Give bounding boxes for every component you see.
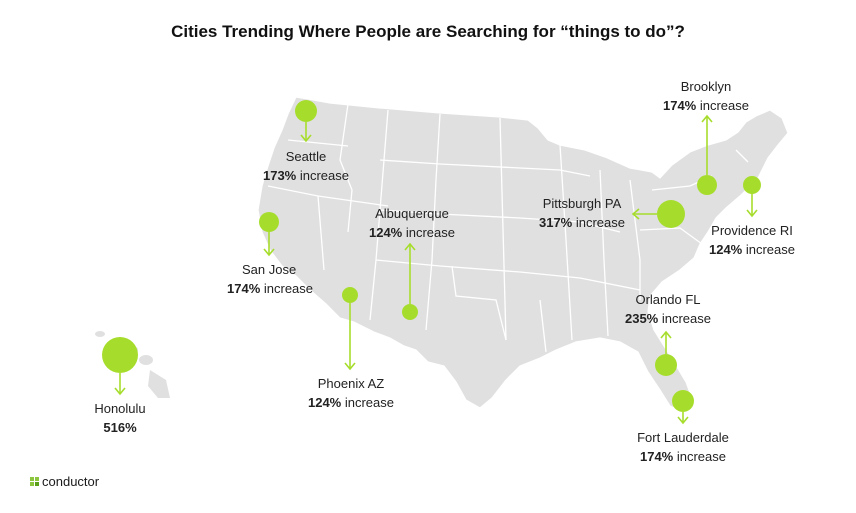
label-phoenix: Phoenix AZ 124% increase bbox=[305, 374, 397, 412]
label-san-jose: San Jose 174% increase bbox=[227, 260, 313, 298]
city-name: Orlando FL bbox=[635, 292, 701, 307]
city-name: Pittsburgh PA bbox=[542, 196, 622, 211]
increase-word: increase bbox=[745, 242, 795, 257]
increase-value: 235% bbox=[624, 311, 659, 326]
increase-value: 124% bbox=[708, 242, 743, 257]
pin-san-jose bbox=[259, 212, 279, 257]
state-borders bbox=[267, 103, 749, 353]
increase-value: 124% bbox=[307, 395, 342, 410]
increase-word: increase bbox=[344, 395, 394, 410]
increase-value: 174% bbox=[662, 98, 697, 113]
pin-phoenix bbox=[342, 287, 358, 371]
label-fort-lauderdale: Fort Lauderdale 174% increase bbox=[630, 428, 736, 466]
increase-value: 174% bbox=[227, 281, 261, 296]
map-title: Cities Trending Where People are Searchi… bbox=[171, 22, 685, 41]
increase-value: 124% bbox=[368, 225, 403, 240]
pin-albuquerque bbox=[402, 242, 418, 320]
city-name: Brooklyn bbox=[680, 79, 732, 94]
city-name: Phoenix AZ bbox=[317, 376, 385, 391]
pin-seattle bbox=[295, 100, 317, 143]
pin-orlando bbox=[655, 330, 677, 376]
increase-value: 174% bbox=[639, 449, 674, 464]
increase-word: increase bbox=[676, 449, 726, 464]
brand-name: conductor bbox=[42, 474, 100, 489]
label-seattle: Seattle 173% increase bbox=[262, 147, 350, 185]
city-name: Providence RI bbox=[711, 223, 793, 238]
label-brooklyn: Brooklyn 174% increase bbox=[660, 77, 752, 115]
city-name: Albuquerque bbox=[375, 206, 449, 221]
increase-value: 173% bbox=[262, 168, 297, 183]
conductor-logo-icon bbox=[30, 476, 40, 487]
pin-fort-lauderdale bbox=[672, 390, 694, 425]
increase-word: increase bbox=[299, 168, 349, 183]
increase-word: increase bbox=[405, 225, 455, 240]
city-name: Honolulu bbox=[94, 401, 146, 416]
label-honolulu: Honolulu 516% bbox=[84, 399, 156, 437]
pin-brooklyn bbox=[697, 114, 717, 195]
label-providence: Providence RI 124% increase bbox=[706, 221, 798, 259]
label-pittsburgh: Pittsburgh PA 317% increase bbox=[536, 194, 628, 232]
increase-value: 317% bbox=[538, 215, 573, 230]
contiguous-us-shape bbox=[257, 96, 789, 413]
city-name: San Jose bbox=[242, 262, 297, 277]
label-albuquerque: Albuquerque 124% increase bbox=[366, 204, 458, 242]
pin-pittsburgh bbox=[631, 200, 685, 228]
city-name: Fort Lauderdale bbox=[637, 430, 729, 445]
pin-providence bbox=[743, 176, 761, 218]
increase-value: 516% bbox=[103, 420, 137, 435]
pin-honolulu bbox=[102, 337, 138, 396]
increase-word: increase bbox=[263, 281, 314, 296]
increase-word: increase bbox=[699, 98, 749, 113]
label-orlando: Orlando FL 235% increase bbox=[618, 290, 718, 328]
increase-word: increase bbox=[575, 215, 625, 230]
brand-logo: conductor bbox=[30, 474, 99, 489]
increase-word: increase bbox=[661, 311, 711, 326]
city-name: Seattle bbox=[285, 149, 327, 164]
